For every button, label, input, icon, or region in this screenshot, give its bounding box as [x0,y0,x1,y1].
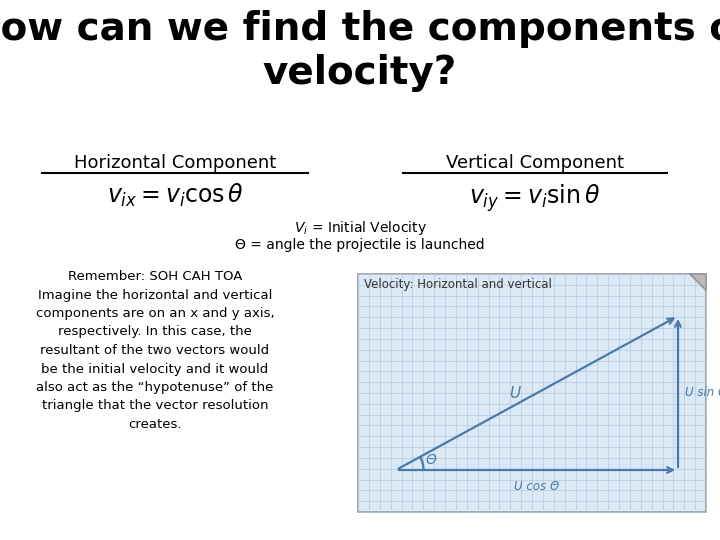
Text: Θ: Θ [426,453,436,467]
Text: U: U [510,386,521,401]
Text: Velocity: Horizontal and vertical: Velocity: Horizontal and vertical [364,278,552,291]
Text: $V_i$ = Initial Velocity: $V_i$ = Initial Velocity [294,219,426,237]
Text: Remember: SOH CAH TOA
Imagine the horizontal and vertical
components are on an x: Remember: SOH CAH TOA Imagine the horizo… [36,270,274,431]
Text: Horizontal Component: Horizontal Component [74,154,276,172]
Text: How can we find the components of
velocity?: How can we find the components of veloci… [0,10,720,92]
Text: $v_{iy} = v_i \sin\theta$: $v_{iy} = v_i \sin\theta$ [469,182,600,214]
Text: Vertical Component: Vertical Component [446,154,624,172]
Text: U cos Θ: U cos Θ [514,481,559,494]
Text: U sin Θ: U sin Θ [685,387,720,400]
Text: Θ = angle the projectile is launched: Θ = angle the projectile is launched [235,238,485,252]
Bar [358,274,706,512]
Text: $v_{ix} = v_i \cos\theta$: $v_{ix} = v_i \cos\theta$ [107,182,243,209]
Polygon shape [690,274,706,290]
